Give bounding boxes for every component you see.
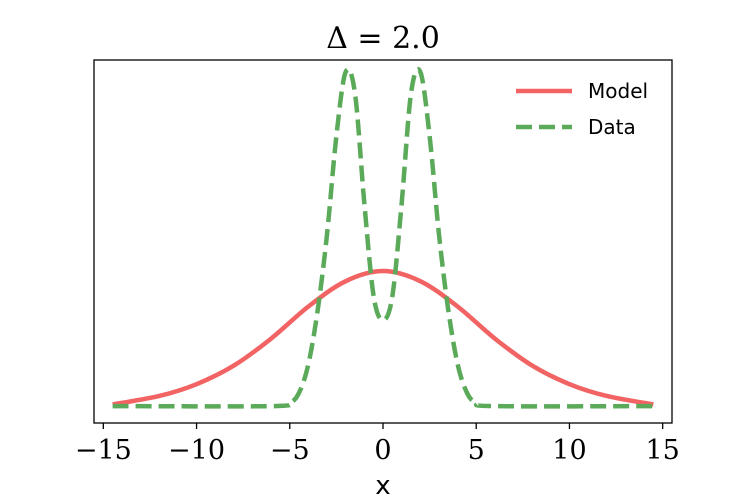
x-tick-label: 15 (645, 435, 679, 466)
x-tick-label: −5 (270, 435, 310, 466)
chart-title: Δ = 2.0 (326, 21, 440, 56)
legend: Model Data (516, 79, 648, 139)
plot-area-frame (93, 59, 673, 424)
x-tick-label: −15 (75, 435, 132, 466)
x-axis-label: x (375, 471, 390, 498)
series-line-model (112, 268, 654, 407)
legend-label-data: Data (588, 115, 636, 139)
x-tick-label: −10 (168, 435, 225, 466)
series-layer (112, 66, 654, 409)
x-tick-label: 10 (552, 435, 586, 466)
x-tick-label: 0 (374, 435, 391, 466)
legend-label-model: Model (588, 79, 648, 103)
series-line-data (112, 66, 654, 409)
x-tick-label: 5 (468, 435, 485, 466)
x-axis-ticks: −15 −10 −5 0 5 10 15 (75, 423, 680, 466)
